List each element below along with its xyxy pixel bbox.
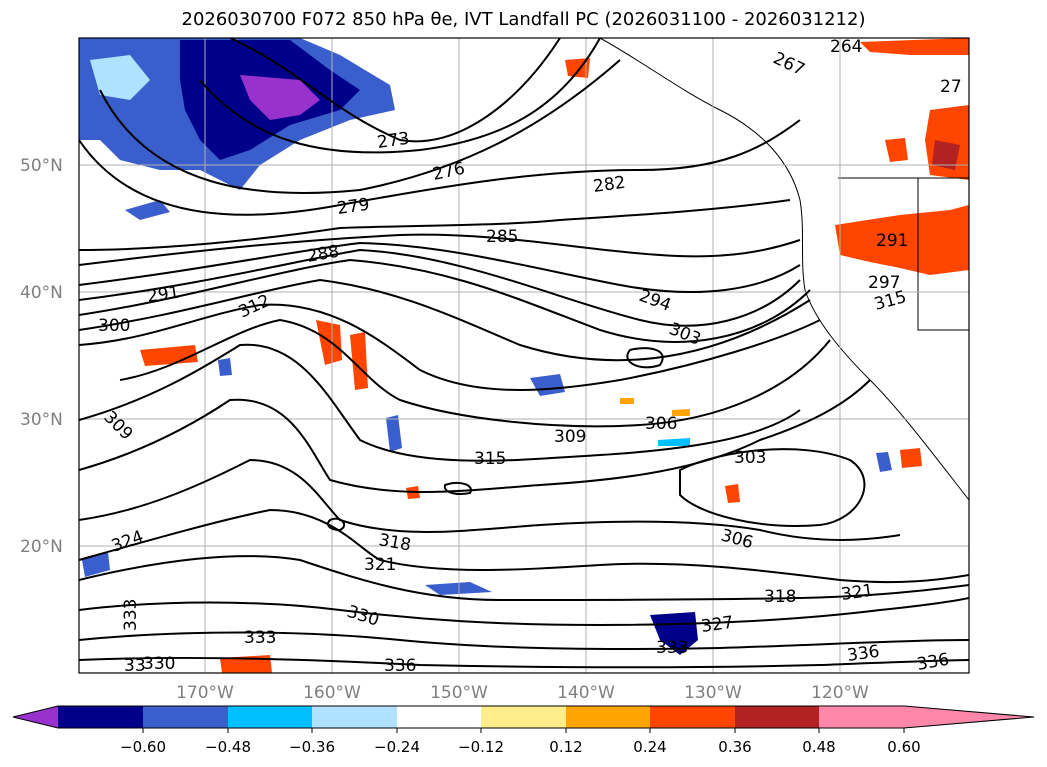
colorbar: −0.60 −0.48 −0.36 −0.24 −0.12 0.12 0.24 …: [12, 705, 1035, 756]
colorbar-swatch: [228, 706, 312, 728]
colorbar-swatch: [735, 706, 819, 728]
contour-label: 321: [840, 581, 875, 605]
lat-label: 30°N: [20, 410, 63, 430]
lat-label: 50°N: [20, 156, 63, 176]
lon-label: 150°W: [430, 683, 488, 703]
lon-label: 130°W: [684, 683, 742, 703]
longitude-labels: 170°W 160°W 150°W 140°W 130°W 120°W: [176, 683, 869, 703]
contour-label: 333: [656, 638, 688, 658]
colorbar-tick: 0.48: [802, 738, 835, 756]
colorbar-tick: 0.24: [633, 738, 666, 756]
map-panel: 264 267 27 273 276 279 282 285 288 291 2…: [79, 37, 969, 676]
lon-label: 170°W: [176, 683, 234, 703]
colorbar-extend-high: [904, 706, 1034, 728]
contour-label: 300: [98, 316, 130, 336]
contour-label: 273: [376, 129, 411, 153]
lon-label: 140°W: [557, 683, 615, 703]
lat-label: 20°N: [20, 537, 63, 557]
colorbar-swatch: [566, 706, 650, 728]
contour-labels: 264 267 27 273 276 279 282 285 288 291 2…: [98, 37, 962, 676]
contour-label: 327: [700, 613, 735, 637]
lon-label: 120°W: [811, 683, 869, 703]
colorbar-swatch: [143, 706, 228, 728]
contour-label: 279: [336, 195, 371, 219]
contour-label: 336: [384, 656, 416, 676]
colorbar-tick: −0.12: [458, 738, 504, 756]
contour-label: 297: [868, 273, 900, 293]
contour-label: 330: [143, 654, 175, 674]
colorbar-extend-low: [13, 706, 58, 728]
negative-pc-region: [79, 38, 892, 655]
colorbar-tick: 0.60: [887, 738, 920, 756]
colorbar-tick: −0.60: [120, 738, 166, 756]
map-title: 2026030700 F072 850 hPa θe, IVT Landfall…: [181, 9, 866, 30]
colorbar-swatch: [650, 706, 735, 728]
coastline: [599, 38, 969, 501]
contour-label: 291: [876, 231, 908, 251]
contour-label: 333: [121, 599, 141, 631]
colorbar-tick: 0.12: [549, 738, 582, 756]
contour-label: 336: [846, 642, 881, 666]
colorbar-swatch: [819, 706, 904, 728]
contour-label: 309: [554, 427, 586, 447]
contour-label: 285: [486, 227, 518, 247]
contour-label: 33: [124, 656, 146, 676]
colorbar-swatch: [58, 706, 143, 728]
contour-label: 321: [364, 555, 396, 575]
lat-label: 40°N: [20, 283, 63, 303]
contour-label: 318: [764, 587, 796, 607]
contour-label: 264: [830, 37, 862, 57]
contour-label: 303: [734, 448, 766, 468]
map-frame: [78, 37, 970, 674]
contour-label: 315: [474, 449, 506, 469]
contour-label: 291: [146, 283, 181, 307]
graticule: [79, 38, 969, 673]
contour-label: 282: [592, 173, 627, 197]
lon-label: 160°W: [303, 683, 361, 703]
contour-label: 306: [645, 414, 677, 434]
latitude-labels: 50°N 40°N 30°N 20°N: [20, 156, 63, 557]
colorbar-swatch: [312, 706, 397, 728]
contour-label: 27: [940, 77, 962, 97]
colorbar-tick: 0.36: [718, 738, 751, 756]
colorbar-outline: [12, 705, 1035, 729]
colorbar-tick: −0.48: [205, 738, 251, 756]
colorbar-tick: −0.36: [289, 738, 335, 756]
theta-e-contours: [79, 38, 969, 669]
colorbar-swatch: [481, 706, 566, 728]
contour-label: 333: [244, 628, 276, 648]
contour-label: 336: [915, 650, 950, 675]
colorbar-swatch: [397, 706, 481, 728]
colorbar-tick: −0.24: [374, 738, 420, 756]
